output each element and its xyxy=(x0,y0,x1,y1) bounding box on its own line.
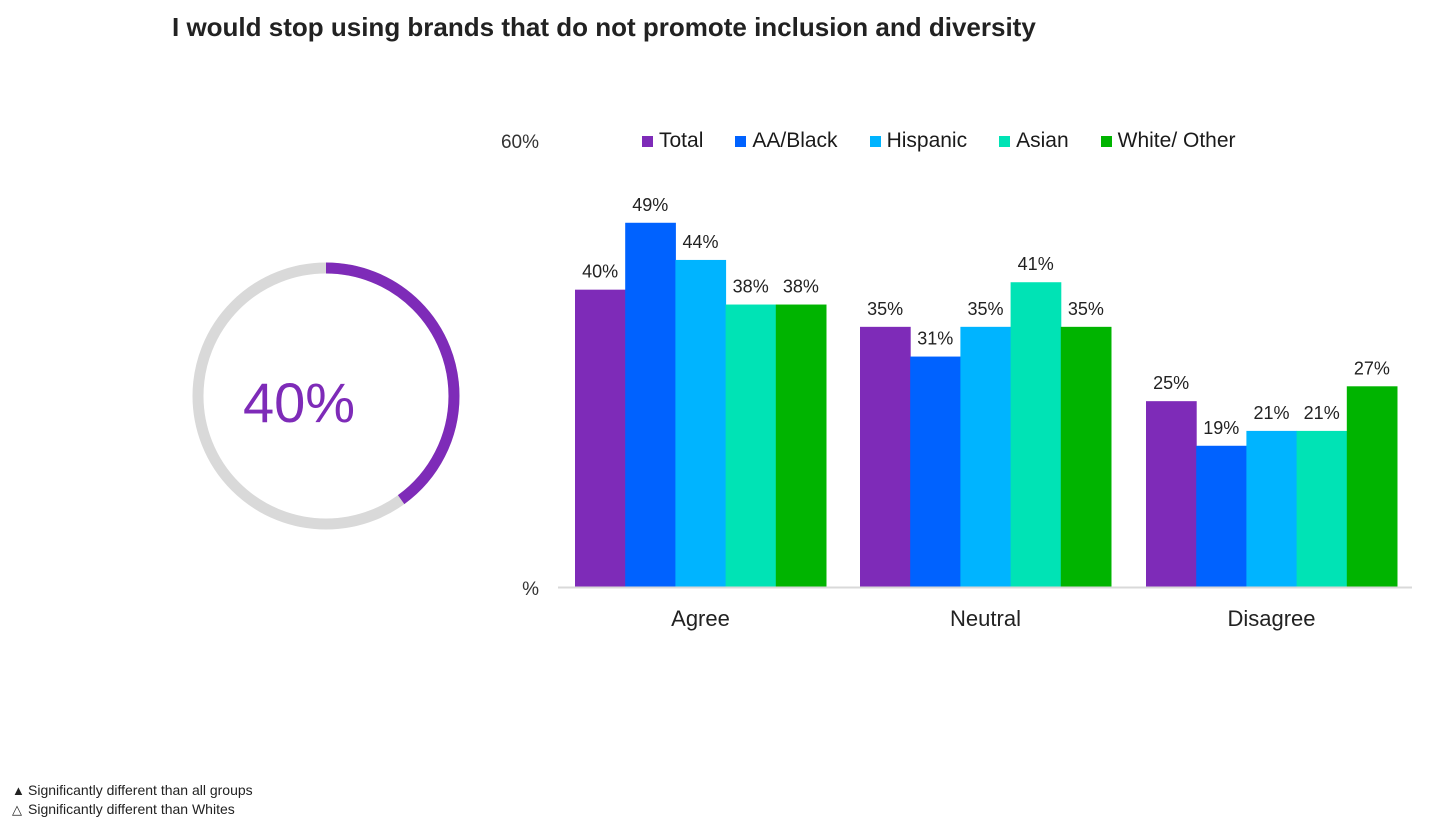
data-label: 35% xyxy=(1068,299,1104,319)
chart-legend: Total AA/Black Hispanic Asian White/ Other xyxy=(642,128,1268,154)
bar xyxy=(860,326,911,587)
legend-item: Hispanic xyxy=(869,129,968,153)
bar xyxy=(1146,401,1197,587)
legend-item: Asian xyxy=(999,129,1069,153)
bar xyxy=(775,304,827,587)
data-label: 41% xyxy=(1018,254,1054,274)
donut-value-label: 40% xyxy=(243,371,355,434)
bar xyxy=(1246,430,1298,587)
donut-chart: 40% xyxy=(192,262,460,530)
footnotes: ▲ Significantly different than all group… xyxy=(12,781,253,819)
footnote-text: Significantly different than Whites xyxy=(28,801,235,817)
bar xyxy=(1196,445,1247,587)
bar xyxy=(1346,386,1398,587)
legend-item: AA/Black xyxy=(735,129,838,153)
bar xyxy=(910,356,961,587)
bar xyxy=(1296,430,1348,587)
bar xyxy=(960,326,1012,587)
legend-swatch xyxy=(735,135,747,147)
data-label: 35% xyxy=(867,299,903,319)
bar xyxy=(675,259,727,587)
bar xyxy=(575,289,626,587)
data-label: 35% xyxy=(967,299,1003,319)
y-tick-label: % xyxy=(522,579,539,600)
data-label: 38% xyxy=(733,277,769,297)
chart-title: I would stop using brands that do not pr… xyxy=(172,12,1036,42)
legend-label: AA/Black xyxy=(752,129,838,152)
data-label: 44% xyxy=(682,232,718,252)
legend-label: Hispanic xyxy=(886,129,968,152)
legend-label: Total xyxy=(659,129,704,152)
data-label: 38% xyxy=(783,277,819,297)
bar xyxy=(1060,326,1112,587)
filled-triangle-icon: ▲ xyxy=(12,783,25,798)
data-label: 19% xyxy=(1203,418,1239,438)
footnote-text: Significantly different than all groups xyxy=(28,782,253,798)
data-label: 21% xyxy=(1253,403,1289,423)
bar xyxy=(625,222,676,587)
y-tick-label: 60% xyxy=(501,132,539,153)
legend-swatch xyxy=(642,135,653,147)
legend-swatch xyxy=(869,135,881,147)
legend-item: White/ Other xyxy=(1100,129,1236,153)
legend-label: Asian xyxy=(1016,129,1069,152)
data-label: 27% xyxy=(1354,358,1390,378)
bar xyxy=(725,304,777,587)
legend-swatch xyxy=(999,135,1011,147)
footnote-whites: △ Significantly different than Whites xyxy=(12,800,253,819)
donut-arc xyxy=(192,262,460,530)
bar xyxy=(1010,282,1062,587)
data-label: 40% xyxy=(582,262,618,282)
outline-triangle-icon: △ xyxy=(12,802,22,817)
legend-label: White/ Other xyxy=(1117,129,1236,152)
footnote-all-groups: ▲ Significantly different than all group… xyxy=(12,781,253,800)
data-label: 49% xyxy=(632,195,668,215)
legend-item: Total xyxy=(642,129,703,153)
legend-swatch xyxy=(1100,135,1112,147)
data-label: 25% xyxy=(1153,373,1189,393)
data-label: 21% xyxy=(1304,403,1340,423)
x-tick-label: Disagree xyxy=(1227,606,1315,631)
x-tick-label: Neutral xyxy=(950,606,1021,631)
data-label: 31% xyxy=(917,329,953,349)
x-tick-label: Agree xyxy=(671,606,730,631)
